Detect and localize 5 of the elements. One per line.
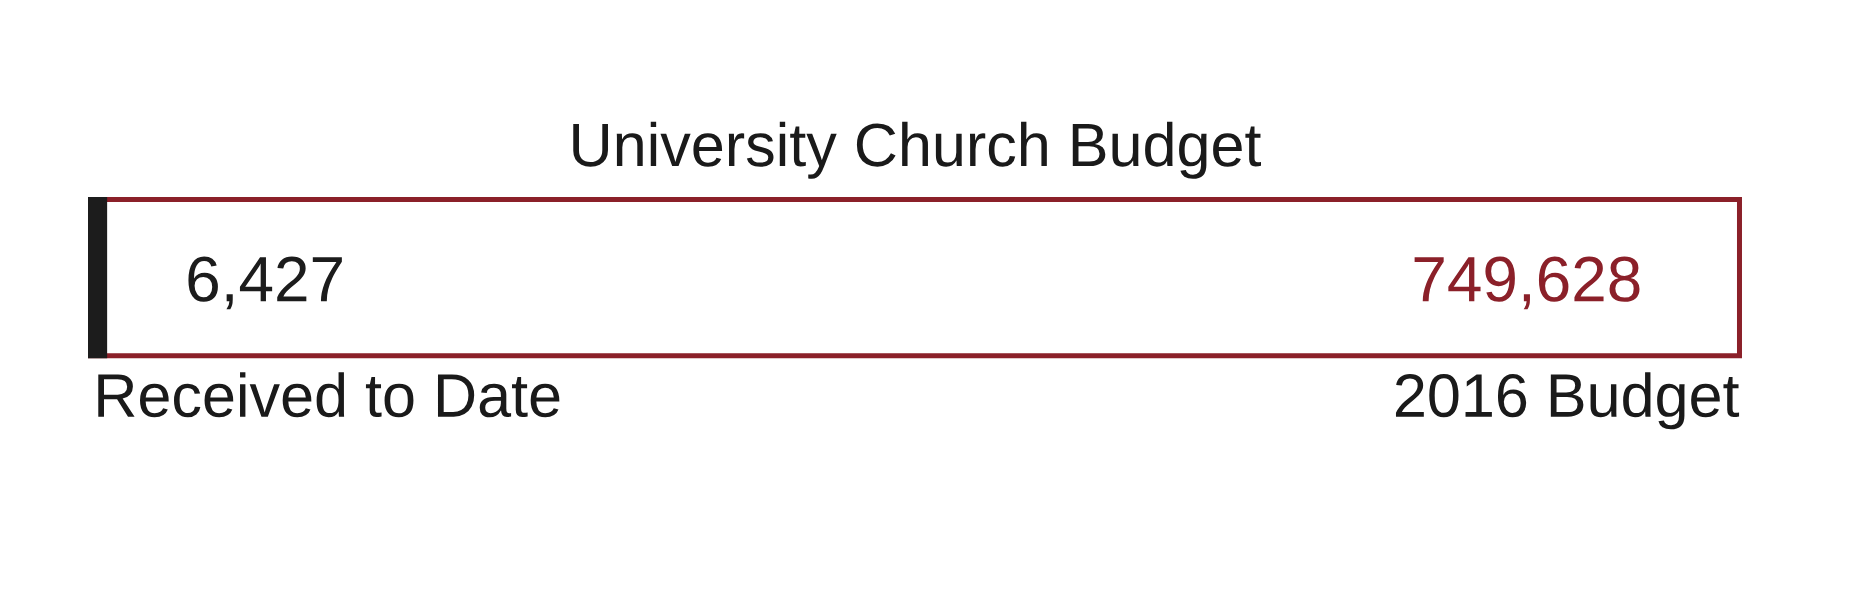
- data-label: 749,628: [1414, 256, 1640, 310]
- series-label: 2016 Budget: [1395, 372, 1740, 430]
- series-label: Received to Date: [98, 372, 560, 418]
- data-label: 6,427: [188, 256, 342, 310]
- chart-title: University Church Budget: [573, 121, 1262, 179]
